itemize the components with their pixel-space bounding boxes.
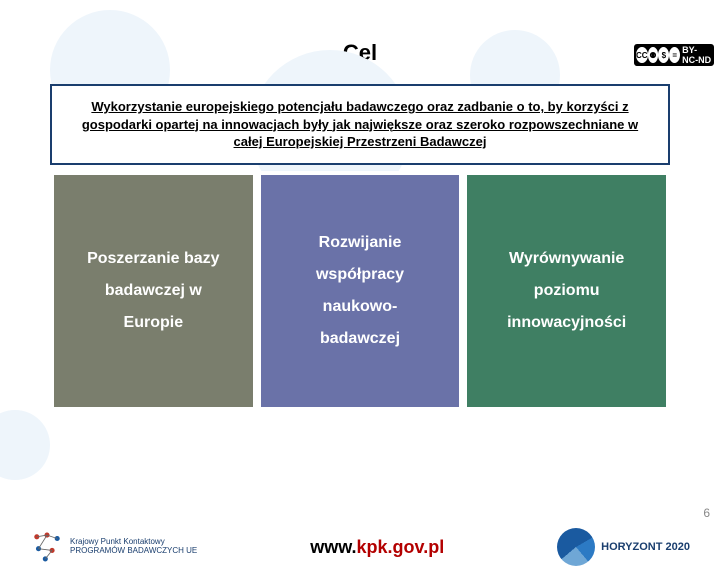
right-logo: HORYZONT 2020 [557,528,690,566]
column-2: Wyrównywaniepoziomuinnowacyjności [463,171,670,411]
horizon2020-label: HORYZONT 2020 [601,541,690,553]
column-line: poziomu [534,275,600,307]
footer: Krajowy Punkt KontaktowyPROGRAMÓW BADAWC… [30,528,690,566]
columns-container: Poszerzanie bazybadawczej wEuropieRozwij… [50,171,670,411]
column-line: współpracy [316,259,404,291]
kpk-logo-label: Krajowy Punkt KontaktowyPROGRAMÓW BADAWC… [70,538,197,556]
bg-circle [0,410,50,480]
column-line: Rozwijanie [319,227,402,259]
cc-icon: CC [636,47,648,63]
kpk-logo-icon [30,530,64,564]
column-line: badawczej w [105,275,202,307]
column-0: Poszerzanie bazybadawczej wEuropie [50,171,257,411]
column-line: Europie [124,307,184,339]
nd-icon: = [669,47,680,63]
by-icon: ⚉ [648,47,659,63]
nc-icon: $ [658,47,669,63]
column-line: innowacyjności [507,307,626,339]
intro-text: Wykorzystanie europejskiego potencjału b… [82,99,638,149]
page-number: 6 [703,506,710,520]
horizon2020-icon [557,528,595,566]
column-line: Poszerzanie bazy [87,243,220,275]
column-1: Rozwijaniewspółpracynaukowo-badawczej [257,171,464,411]
column-line: badawczej [320,323,400,355]
intro-box: Wykorzystanie europejskiego potencjału b… [50,84,670,165]
left-logo: Krajowy Punkt KontaktowyPROGRAMÓW BADAWC… [30,530,197,564]
cc-label: BY-NC-ND [682,45,712,65]
cc-license-badge: CC ⚉ $ = BY-NC-ND [634,44,714,66]
column-line: Wyrównywanie [509,243,624,275]
column-line: naukowo- [323,291,398,323]
